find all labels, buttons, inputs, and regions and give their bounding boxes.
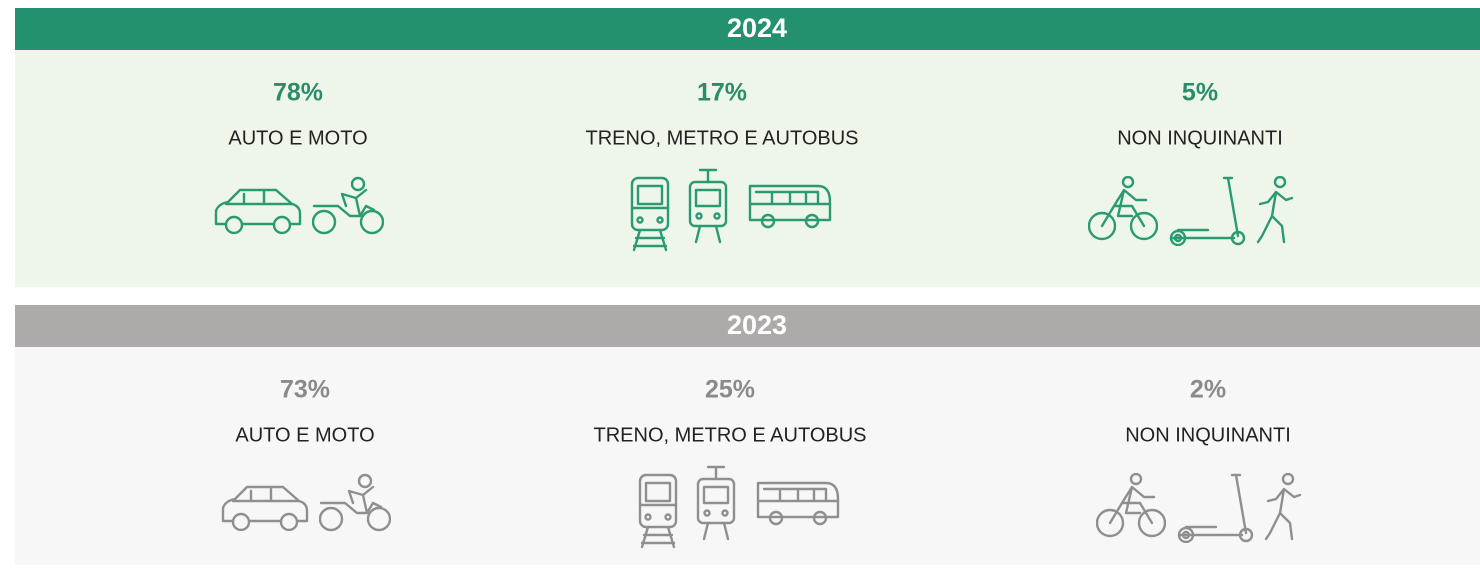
share: 2%: [1190, 376, 1226, 404]
share: 78%: [273, 79, 323, 107]
year: 2024: [727, 13, 787, 43]
panel-background: [15, 50, 1480, 287]
category: AUTO E MOTO: [228, 127, 367, 149]
year: 2023: [727, 310, 787, 340]
category: TRENO, METRO E AUTOBUS: [586, 127, 859, 149]
share: 73%: [280, 376, 330, 404]
category: NON INQUINANTI: [1117, 127, 1283, 149]
category: AUTO E MOTO: [235, 424, 374, 446]
share: 17%: [697, 79, 747, 107]
share: 5%: [1182, 79, 1218, 107]
panels: 2024 78% AUTO E MOTO 17% TRENO, METRO E AUTO…: [15, 8, 1480, 565]
panel-background: [15, 347, 1480, 565]
share: 25%: [705, 376, 755, 404]
category: NON INQUINANTI: [1125, 424, 1291, 446]
panel-header: [15, 305, 1480, 347]
panel-header: [15, 8, 1480, 50]
category: TRENO, METRO E AUTOBUS: [594, 424, 867, 446]
